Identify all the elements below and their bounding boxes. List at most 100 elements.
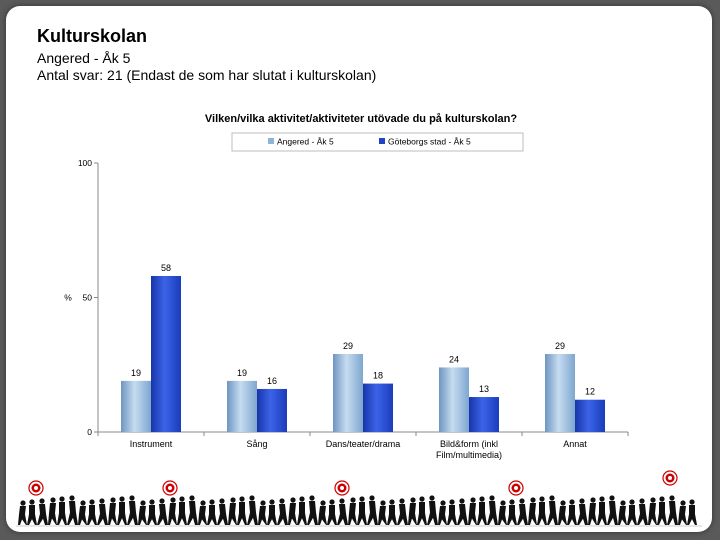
data-label-s1-3: 29 [343, 341, 353, 351]
person-silhouette-icon [27, 499, 37, 525]
legend-swatch-1 [268, 138, 274, 144]
bar-s2-1 [151, 275, 181, 432]
person-silhouette-icon [147, 499, 157, 525]
person-silhouette-icon [678, 500, 687, 525]
person-silhouette-icon [517, 498, 528, 525]
chart-legend: Angered - Åk 5 Göteborgs stad - Åk 5 [231, 132, 524, 152]
bar-s1-5 [545, 353, 575, 432]
bar-s2-5 [575, 399, 605, 432]
person-silhouette-icon [567, 499, 577, 525]
person-silhouette-icon [687, 499, 697, 525]
subtitle-respondents: Antal svar: 21 (Endast de som har slutat… [37, 67, 377, 83]
person-silhouette-icon [157, 498, 168, 525]
target-icon [334, 480, 350, 496]
person-silhouette-icon [498, 500, 507, 525]
person-silhouette-icon [168, 497, 177, 525]
chart-title: Vilken/vilka aktivitet/aktiviteter utöva… [205, 113, 517, 125]
bar-s1-2 [227, 380, 257, 432]
person-silhouette-icon [247, 495, 258, 525]
person-silhouette-icon [228, 497, 237, 525]
y-axis-label: % [64, 293, 72, 303]
person-silhouette-icon [648, 497, 657, 525]
person-silhouette-icon [438, 500, 447, 525]
data-label-s2-1: 58 [161, 263, 171, 273]
page-title: Kulturskolan [37, 26, 148, 46]
person-silhouette-icon [217, 498, 228, 525]
person-silhouette-icon [468, 497, 477, 525]
person-silhouette-icon [558, 500, 567, 525]
person-silhouette-icon [57, 496, 67, 525]
bar-s2-3 [363, 383, 393, 432]
person-silhouette-icon [288, 497, 297, 525]
x-tick-label-3: Dans/teater/drama [326, 439, 401, 449]
person-silhouette-icon [387, 499, 397, 525]
target-icon [162, 480, 178, 496]
person-silhouette-icon [618, 500, 627, 525]
slide: Kulturskolan Angered - Åk 5 Antal svar: … [6, 6, 712, 532]
person-silhouette-icon [48, 497, 57, 525]
person-silhouette-icon [528, 497, 537, 525]
crowd-figures [16, 470, 702, 527]
person-silhouette-icon [177, 496, 187, 525]
person-silhouette-icon [307, 495, 318, 525]
person-silhouette-icon [267, 499, 277, 525]
person-silhouette-icon [588, 497, 597, 525]
person-silhouette-icon [637, 498, 648, 525]
person-silhouette-icon [78, 500, 87, 525]
person-silhouette-icon [67, 495, 78, 525]
person-silhouette-icon [427, 495, 438, 525]
person-silhouette-icon [318, 500, 327, 525]
data-label-s1-4: 24 [449, 354, 459, 364]
person-silhouette-icon [417, 496, 427, 525]
person-silhouette-icon [127, 495, 138, 525]
person-silhouette-icon [237, 496, 247, 525]
person-silhouette-icon [327, 499, 337, 525]
person-silhouette-icon [477, 496, 487, 525]
person-silhouette-icon [378, 500, 387, 525]
bar-s1-3 [333, 353, 363, 432]
target-icon [28, 480, 44, 496]
bar-s1-1 [121, 380, 151, 432]
person-silhouette-icon [108, 497, 117, 525]
decorative-footer [6, 470, 712, 532]
person-silhouette-icon [337, 498, 348, 525]
person-silhouette-icon [367, 495, 378, 525]
person-silhouette-icon [198, 500, 207, 525]
y-tick-label: 0 [87, 427, 92, 437]
x-tick-label-4: Bild&form (inkl [440, 439, 498, 449]
data-label-s1-2: 19 [237, 368, 247, 378]
data-label-s2-3: 18 [373, 371, 383, 381]
person-silhouette-icon [97, 498, 108, 525]
person-silhouette-icon [207, 499, 217, 525]
person-silhouette-icon [657, 496, 667, 525]
subtitle-group: Angered - Åk 5 [37, 50, 131, 66]
person-silhouette-icon [537, 496, 547, 525]
person-silhouette-icon [487, 495, 498, 525]
bar-chart: Vilken/vilka aktivitet/aktiviteter utöva… [64, 113, 629, 460]
data-label-s1-1: 19 [131, 368, 141, 378]
data-label-s2-5: 12 [585, 387, 595, 397]
person-silhouette-icon [138, 500, 147, 525]
person-silhouette-icon [297, 496, 307, 525]
person-silhouette-icon [187, 495, 198, 525]
target-icon [662, 470, 678, 486]
bar-s2-4 [469, 397, 499, 432]
data-label-s2-2: 16 [267, 376, 277, 386]
person-silhouette-icon [667, 495, 678, 525]
person-silhouette-icon [607, 495, 618, 525]
page-subtitle: Angered - Åk 5 Antal svar: 21 (Endast de… [37, 50, 376, 84]
person-silhouette-icon [37, 498, 48, 525]
person-silhouette-icon [397, 498, 408, 525]
person-silhouette-icon [117, 496, 127, 525]
person-silhouette-icon [277, 498, 288, 525]
person-silhouette-icon [577, 498, 588, 525]
person-silhouette-icon [348, 497, 357, 525]
legend-swatch-2 [379, 138, 385, 144]
person-silhouette-icon [87, 499, 97, 525]
person-silhouette-icon [627, 499, 637, 525]
person-silhouette-icon [597, 496, 607, 525]
chart-bars: 19 58 19 16 29 18 24 13 29 12 [121, 263, 605, 432]
person-silhouette-icon [408, 497, 417, 525]
person-silhouette-icon [258, 500, 267, 525]
x-tick-label-1: Instrument [130, 439, 173, 449]
